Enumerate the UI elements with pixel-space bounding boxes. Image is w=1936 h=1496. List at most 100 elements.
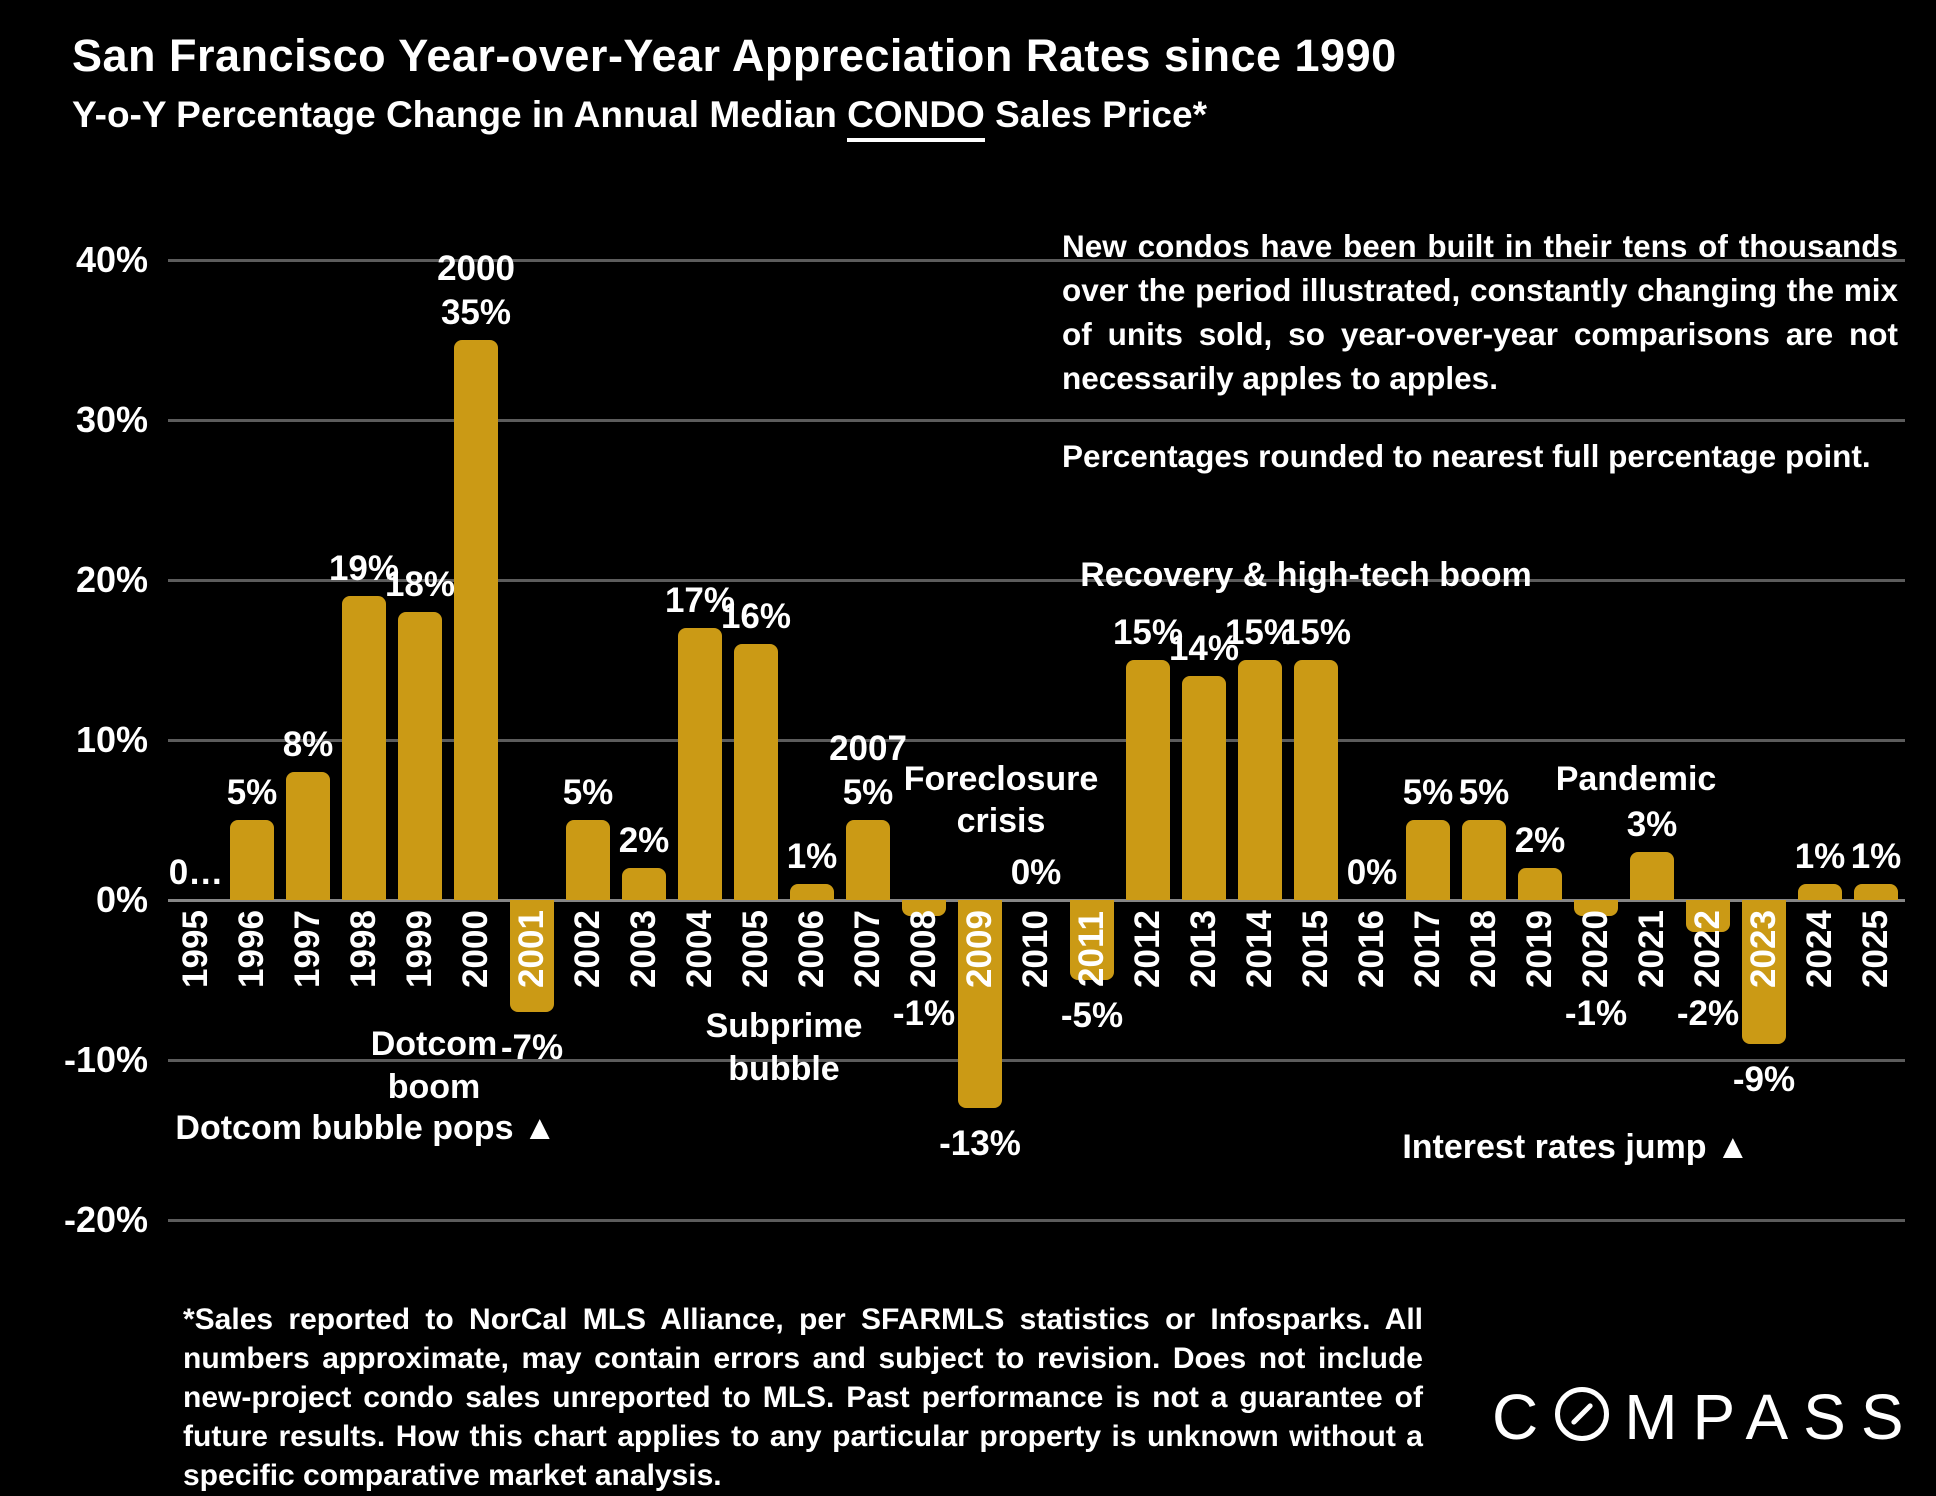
bar-value-label-2021: 3%: [1626, 805, 1678, 844]
x-axis-year-label-1997: 1997: [288, 910, 327, 988]
bar-value-label-2005: 16%: [720, 597, 792, 636]
logo-letters: MPASS: [1624, 1381, 1919, 1453]
annotation: crisis: [956, 802, 1046, 840]
x-axis-year-label-2018: 2018: [1464, 910, 1503, 988]
x-axis-year-label-1996: 1996: [232, 910, 271, 988]
y-axis-tick-label: -10%: [63, 1039, 148, 1080]
bar-value-label-2004: 17%: [664, 581, 736, 620]
x-axis-year-label-2005: 2005: [736, 910, 775, 988]
x-axis-year-label-2016: 2016: [1352, 910, 1391, 988]
bar-value-label-2007: 5%: [842, 773, 894, 812]
bar-2023: [1742, 900, 1786, 1044]
gridline--10%: [168, 1059, 1905, 1062]
annotation: Dotcom bubble pops ▲: [175, 1109, 557, 1147]
bar-2002: [566, 820, 610, 900]
x-axis-year-label-2023: 2023: [1744, 910, 1783, 988]
bar-2005: [734, 644, 778, 900]
bar-value-label-2003: 2%: [618, 821, 670, 860]
subtitle-post: Sales Price*: [984, 94, 1207, 135]
x-axis-year-label-2014: 2014: [1240, 910, 1279, 988]
bar-2015: [1294, 660, 1338, 900]
bar-2017: [1406, 820, 1450, 900]
y-axis-tick-label: 30%: [75, 399, 148, 440]
bar-value-label-2024: 1%: [1794, 837, 1846, 876]
bar-value-label-2011: -5%: [1060, 996, 1124, 1035]
x-axis-year-label-2001: 2001: [512, 910, 551, 988]
annotation: Subprime: [705, 1007, 863, 1045]
bar-value-label-2017: 5%: [1402, 773, 1454, 812]
y-axis-tick-label: 20%: [75, 559, 148, 600]
y-axis-tick-label: 0%: [95, 879, 148, 920]
annotation: Foreclosure: [903, 760, 1099, 798]
bar-value-label-2018: 5%: [1458, 773, 1510, 812]
bar-2006: [790, 884, 834, 900]
bar-2018: [1462, 820, 1506, 900]
bar-2020: [1574, 900, 1618, 916]
footnote: *Sales reported to NorCal MLS Alliance, …: [183, 1303, 1423, 1492]
bar-value-label-2002: 5%: [562, 773, 614, 812]
annotation: Recovery & high-tech boom: [1080, 556, 1532, 594]
x-axis-year-label-2011: 2011: [1072, 911, 1111, 987]
bar-2007: [846, 820, 890, 900]
bar-value-label-2006: 1%: [786, 837, 838, 876]
gridline-40%: [168, 259, 1905, 262]
bar-2003: [622, 868, 666, 900]
x-axis-year-label-2002: 2002: [568, 910, 607, 988]
compass-slashed-o-icon: [1555, 1387, 1610, 1441]
gridline--20%: [168, 1219, 1905, 1222]
bar-value-label-2008: -1%: [892, 994, 956, 1033]
side-note-paragraph-2: Percentages rounded to nearest full perc…: [1062, 438, 1871, 474]
compass-logo: C MPASS: [1492, 1380, 1919, 1454]
gridline-0%: [168, 899, 1905, 902]
bar-value-label-2001: -7%: [500, 1028, 564, 1067]
bar-2021: [1630, 852, 1674, 900]
gridline-30%: [168, 419, 1905, 422]
bar-note-2000: 2000: [437, 249, 515, 288]
x-axis-year-label-2009: 2009: [960, 910, 999, 988]
annotation: bubble: [728, 1050, 840, 1088]
x-axis-year-label-1998: 1998: [344, 910, 383, 988]
bar-value-label-1999: 18%: [384, 565, 456, 604]
bar-value-label-2022: -2%: [1676, 994, 1740, 1033]
bar-2022: [1686, 900, 1730, 932]
logo-letter: C: [1492, 1381, 1554, 1453]
page-subtitle: Y-o-Y Percentage Change in Annual Median…: [72, 94, 1207, 142]
x-axis-year-label-2008: 2008: [904, 910, 943, 988]
y-axis-tick-label: -20%: [63, 1199, 148, 1240]
bar-1999: [398, 612, 442, 900]
x-axis-year-label-2015: 2015: [1296, 910, 1335, 988]
x-axis-year-label-2020: 2020: [1576, 910, 1615, 988]
x-axis-year-label-2006: 2006: [792, 910, 831, 988]
bar-2014: [1238, 660, 1282, 900]
x-axis-year-label-2024: 2024: [1800, 910, 1839, 988]
x-axis-year-label-2022: 2022: [1688, 910, 1727, 988]
bar-2008: [902, 900, 946, 916]
bar-value-label-2000: 35%: [440, 293, 512, 332]
bar-value-label-2009: -13%: [939, 1124, 1021, 1163]
bar-2024: [1798, 884, 1842, 900]
bar-value-label-2023: -9%: [1732, 1060, 1796, 1099]
gridline-10%: [168, 739, 1905, 742]
bar-note-2007: 2007: [829, 729, 907, 768]
bar-value-label-2013: 14%: [1168, 629, 1240, 668]
bar-value-label-2012: 15%: [1112, 613, 1184, 652]
x-axis-year-label-2003: 2003: [624, 910, 663, 988]
bar-value-label-2010: 0%: [1010, 853, 1062, 892]
y-axis-tick-label: 40%: [75, 239, 148, 280]
x-axis-year-label-2004: 2004: [680, 910, 719, 988]
x-axis-year-label-2025: 2025: [1856, 910, 1895, 988]
bar-2012: [1126, 660, 1170, 900]
x-axis-year-label-2013: 2013: [1184, 910, 1223, 988]
bar-1998: [342, 596, 386, 900]
bar-2013: [1182, 676, 1226, 900]
x-axis-year-label-1995: 1995: [176, 910, 215, 988]
annotation: Pandemic: [1555, 760, 1717, 798]
bar-1997: [286, 772, 330, 900]
y-axis-tick-label: 10%: [75, 719, 148, 760]
x-axis-year-label-2000: 2000: [456, 910, 495, 988]
bar-value-label-2019: 2%: [1514, 821, 1566, 860]
annotation: Dotcom: [370, 1025, 498, 1063]
x-axis-year-label-2012: 2012: [1128, 910, 1167, 988]
